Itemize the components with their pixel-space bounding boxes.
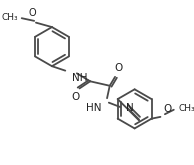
Text: CH₃: CH₃ xyxy=(178,104,194,113)
Text: NH: NH xyxy=(72,73,88,83)
Text: O: O xyxy=(163,104,171,114)
Text: O: O xyxy=(72,92,80,102)
Text: O: O xyxy=(114,63,123,73)
Text: O: O xyxy=(28,8,36,18)
Text: CH₃: CH₃ xyxy=(2,13,18,22)
Text: N: N xyxy=(126,103,133,113)
Text: HN: HN xyxy=(86,103,102,113)
